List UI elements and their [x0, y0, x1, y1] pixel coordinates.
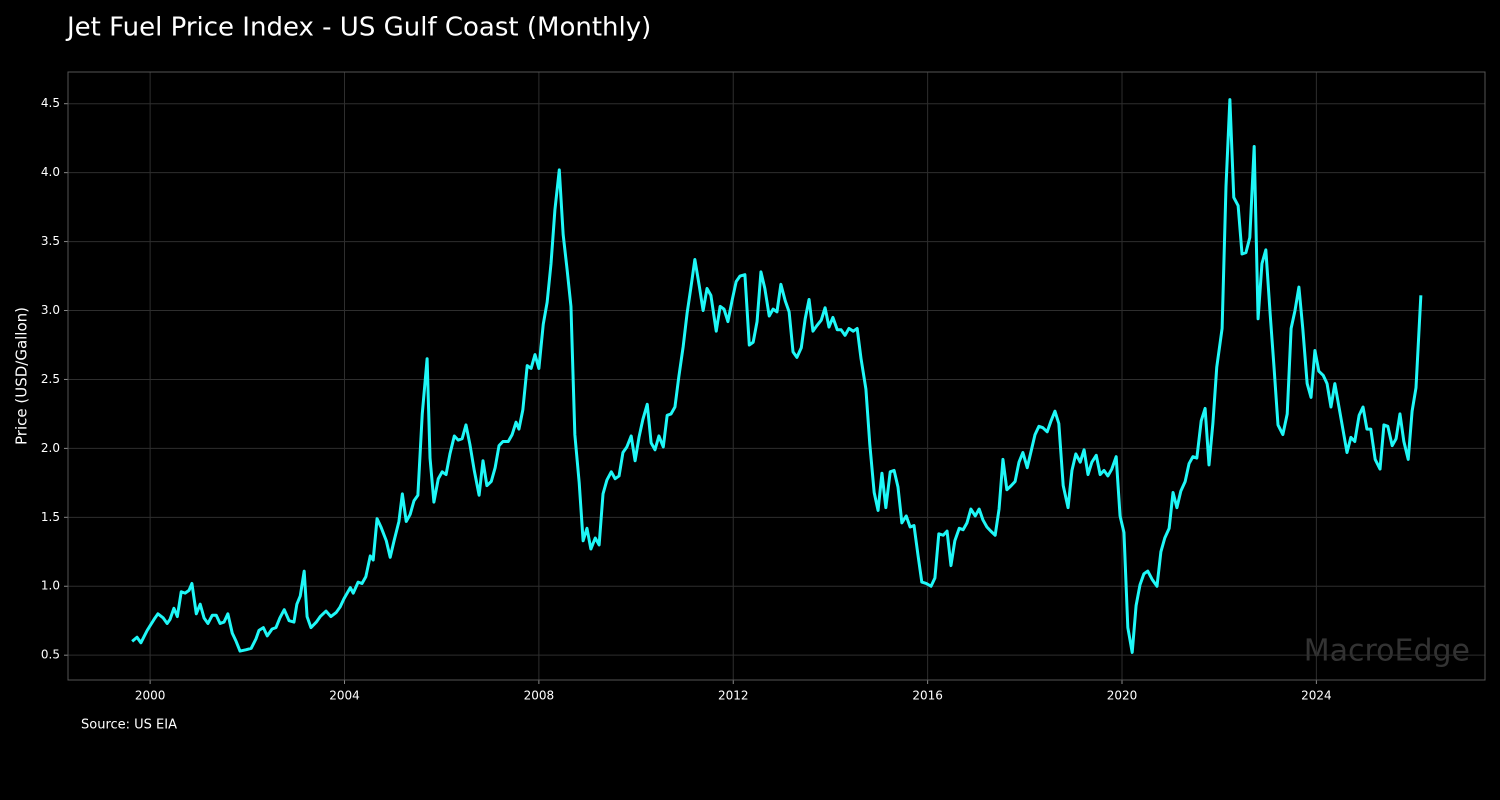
- x-tick-label: 2012: [718, 689, 749, 703]
- y-tick-label: 3.0: [41, 303, 60, 317]
- y-tick-label: 4.5: [41, 96, 60, 110]
- x-tick-label: 2024: [1301, 689, 1332, 703]
- x-tick-label: 2020: [1107, 689, 1138, 703]
- x-tick-label: 2016: [912, 689, 943, 703]
- y-tick-label: 2.5: [41, 372, 60, 386]
- x-tick-label: 2008: [524, 689, 555, 703]
- y-tick-label: 1.0: [41, 579, 60, 593]
- x-tick-label: 2000: [135, 689, 166, 703]
- x-tick-label: 2004: [329, 689, 360, 703]
- chart-title: Jet Fuel Price Index - US Gulf Coast (Mo…: [65, 13, 651, 43]
- y-tick-label: 3.5: [41, 234, 60, 248]
- source-note: Source: US EIA: [81, 718, 177, 733]
- y-tick-label: 0.5: [41, 648, 60, 662]
- y-tick-label: 4.0: [41, 165, 60, 179]
- y-tick-label: 2.0: [41, 441, 60, 455]
- plot-frame: [67, 71, 1486, 681]
- y-tick-label: 1.5: [41, 510, 60, 524]
- data-line: [131, 98, 1423, 654]
- y-axis-label: Price (USD/Gallon): [13, 307, 31, 445]
- watermark: MacroEdge: [1304, 634, 1470, 669]
